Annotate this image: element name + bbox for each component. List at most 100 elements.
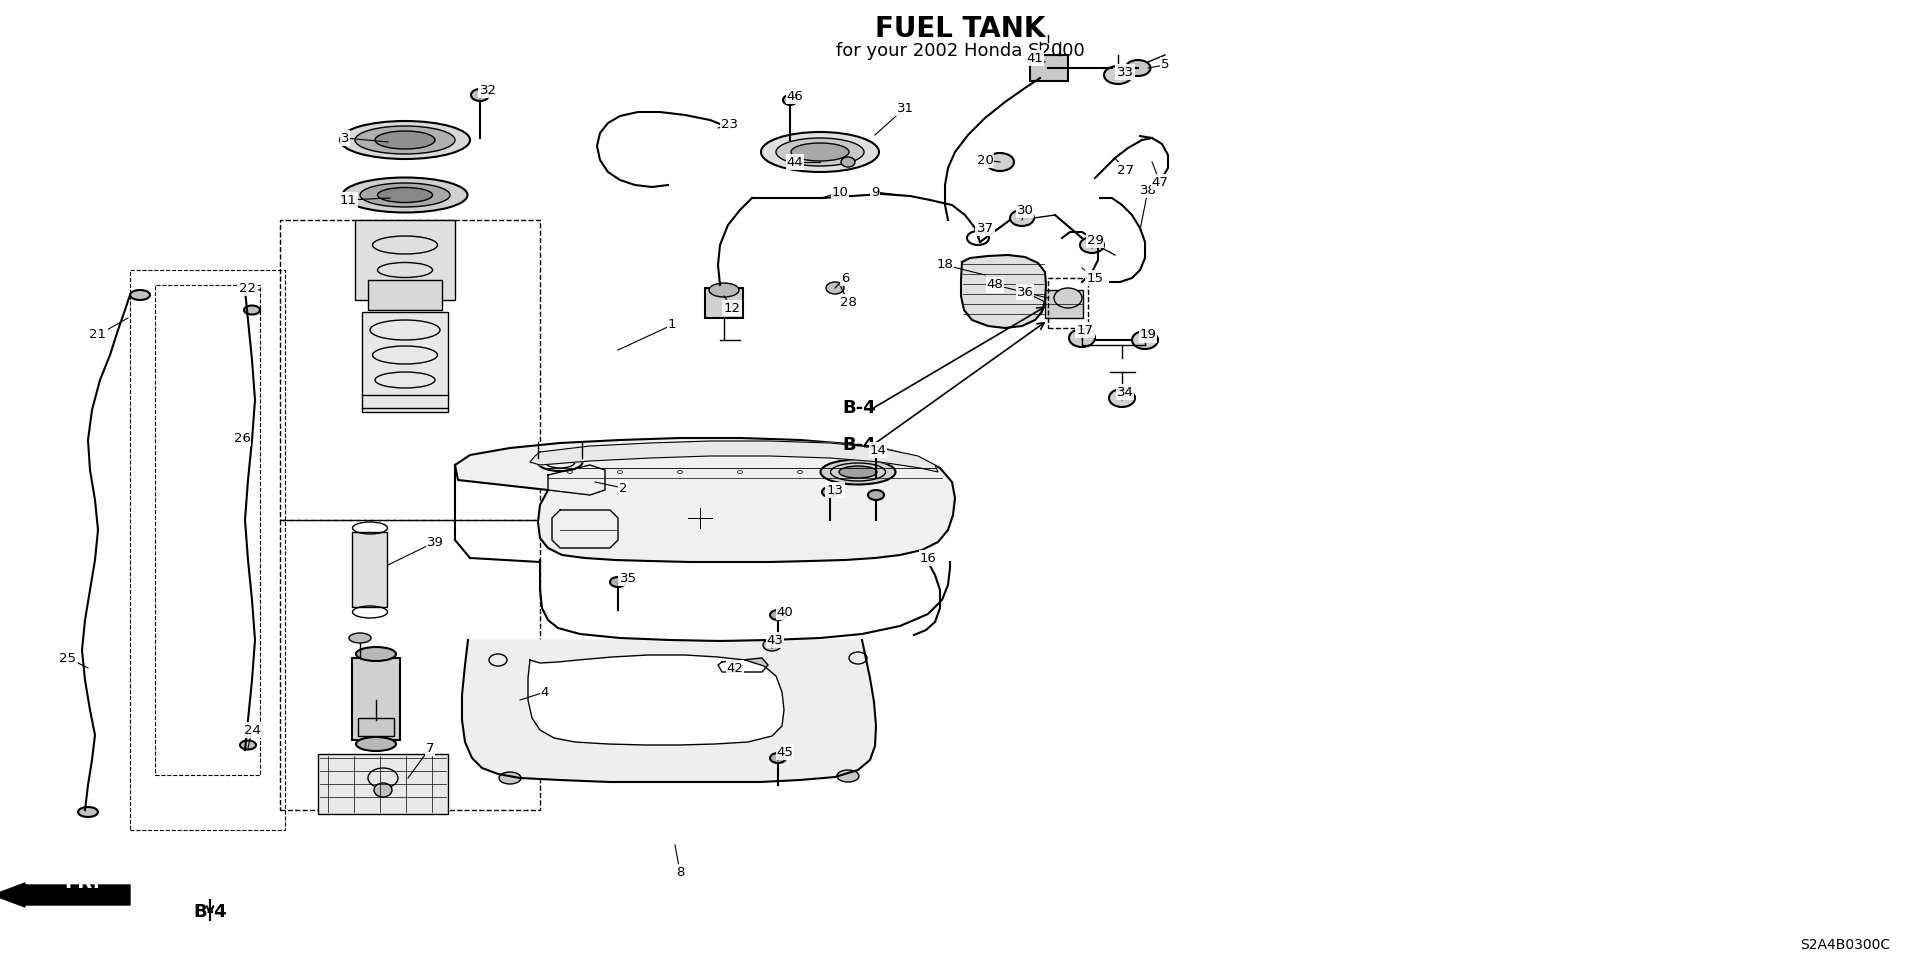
Text: 35: 35 (620, 571, 637, 585)
Text: B-4: B-4 (843, 399, 876, 417)
Text: 7: 7 (426, 741, 434, 755)
FancyArrow shape (0, 883, 131, 907)
Text: 18: 18 (937, 258, 954, 272)
Text: B-4: B-4 (843, 436, 876, 454)
Text: 43: 43 (766, 634, 783, 646)
Ellipse shape (131, 290, 150, 300)
Text: 19: 19 (1140, 328, 1156, 342)
Polygon shape (530, 441, 939, 472)
Text: 2: 2 (618, 482, 628, 494)
Polygon shape (455, 438, 954, 562)
Text: S2A4B0300C: S2A4B0300C (1799, 938, 1889, 952)
Bar (280, 520, 540, 810)
Text: 15: 15 (1087, 272, 1104, 284)
Ellipse shape (822, 487, 837, 497)
Ellipse shape (611, 577, 626, 587)
Ellipse shape (355, 126, 455, 154)
Bar (705, 288, 743, 318)
Text: 21: 21 (90, 328, 106, 342)
Text: 16: 16 (920, 551, 937, 564)
Bar (1044, 290, 1083, 318)
Ellipse shape (826, 282, 845, 294)
Text: 44: 44 (787, 156, 803, 169)
Text: 23: 23 (722, 118, 739, 132)
Ellipse shape (868, 490, 883, 500)
Ellipse shape (349, 633, 371, 643)
Bar (363, 312, 447, 412)
Bar (357, 718, 394, 736)
Text: 31: 31 (897, 102, 914, 114)
Ellipse shape (244, 305, 259, 315)
Text: FUEL TANK: FUEL TANK (876, 15, 1044, 43)
Ellipse shape (499, 772, 520, 784)
Polygon shape (547, 465, 605, 495)
Text: 24: 24 (244, 724, 261, 736)
Ellipse shape (770, 753, 785, 763)
Bar (131, 270, 284, 830)
Ellipse shape (760, 132, 879, 172)
Ellipse shape (839, 466, 877, 478)
Text: 25: 25 (60, 652, 77, 664)
Text: 22: 22 (240, 281, 257, 295)
Text: 3: 3 (340, 132, 349, 145)
Ellipse shape (783, 95, 797, 105)
Ellipse shape (1110, 389, 1135, 407)
Text: 27: 27 (1117, 163, 1133, 177)
Text: 36: 36 (1016, 285, 1033, 299)
Bar (351, 532, 388, 607)
Text: 11: 11 (340, 194, 357, 206)
Text: 32: 32 (480, 84, 497, 97)
Bar (156, 285, 259, 775)
Text: 39: 39 (426, 536, 444, 548)
Text: 9: 9 (872, 185, 879, 199)
Text: 34: 34 (1117, 386, 1133, 398)
Text: 47: 47 (1152, 176, 1169, 188)
Text: 46: 46 (787, 89, 803, 103)
Ellipse shape (776, 138, 864, 166)
Ellipse shape (708, 283, 739, 297)
Polygon shape (962, 255, 1046, 328)
Bar (280, 220, 540, 520)
Text: 12: 12 (724, 301, 741, 315)
Ellipse shape (378, 187, 432, 203)
Text: 1: 1 (668, 319, 676, 331)
Ellipse shape (1125, 60, 1150, 76)
Text: 14: 14 (870, 444, 887, 457)
Ellipse shape (374, 783, 392, 797)
Text: 20: 20 (977, 154, 993, 166)
Bar (1048, 278, 1089, 328)
Ellipse shape (355, 647, 396, 661)
Text: 48: 48 (987, 278, 1004, 292)
Text: 40: 40 (776, 606, 793, 618)
Ellipse shape (1079, 237, 1104, 253)
Ellipse shape (240, 740, 255, 750)
Ellipse shape (79, 807, 98, 817)
Text: 5: 5 (1162, 59, 1169, 71)
Bar (1029, 55, 1068, 81)
Polygon shape (718, 658, 768, 672)
Polygon shape (463, 640, 876, 782)
Ellipse shape (868, 447, 883, 457)
Ellipse shape (374, 131, 436, 149)
Text: 4: 4 (541, 685, 549, 699)
Text: 45: 45 (776, 746, 793, 758)
Ellipse shape (1069, 329, 1094, 347)
Text: 17: 17 (1077, 324, 1094, 337)
Bar (351, 658, 399, 740)
Ellipse shape (820, 460, 895, 485)
Text: 8: 8 (676, 866, 684, 878)
Text: 10: 10 (831, 185, 849, 199)
Text: 6: 6 (841, 272, 849, 284)
Text: 33: 33 (1117, 65, 1133, 79)
Text: FR.: FR. (63, 873, 100, 892)
Bar (355, 220, 455, 300)
Text: 37: 37 (977, 222, 993, 234)
Text: 13: 13 (826, 484, 843, 496)
Ellipse shape (1104, 66, 1133, 84)
Text: 29: 29 (1087, 233, 1104, 247)
Polygon shape (553, 510, 618, 548)
Text: 38: 38 (1140, 183, 1156, 197)
Text: B-4: B-4 (194, 903, 227, 921)
Ellipse shape (470, 89, 490, 101)
Ellipse shape (1010, 210, 1035, 226)
